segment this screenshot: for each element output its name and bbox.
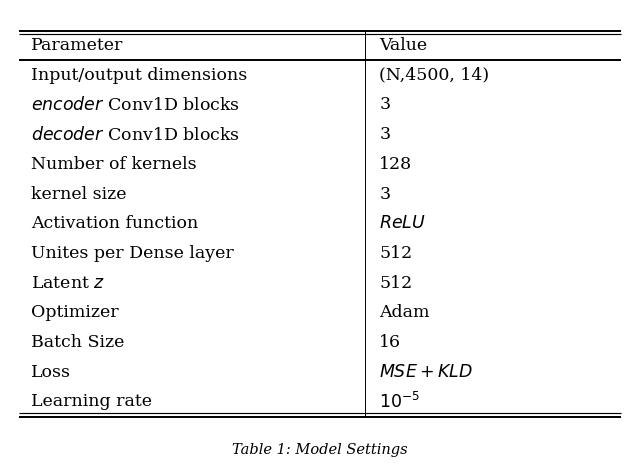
Text: $\mathit{encoder}$ Conv1D blocks: $\mathit{encoder}$ Conv1D blocks [31, 96, 240, 114]
Text: Unites per Dense layer: Unites per Dense layer [31, 245, 234, 262]
Text: 512: 512 [380, 275, 412, 292]
Text: Batch Size: Batch Size [31, 334, 124, 351]
Text: 128: 128 [380, 156, 412, 173]
Text: 3: 3 [380, 126, 390, 143]
Text: Value: Value [380, 37, 428, 54]
Text: 16: 16 [380, 334, 401, 351]
Text: Number of kernels: Number of kernels [31, 156, 196, 173]
Text: 3: 3 [380, 186, 390, 203]
Text: Optimizer: Optimizer [31, 304, 118, 321]
Text: kernel size: kernel size [31, 186, 126, 203]
Text: $\mathit{MSE} + \mathit{KLD}$: $\mathit{MSE} + \mathit{KLD}$ [380, 364, 473, 381]
Text: Adam: Adam [380, 304, 429, 321]
Text: Parameter: Parameter [31, 37, 123, 54]
Text: 512: 512 [380, 245, 412, 262]
Text: Learning rate: Learning rate [31, 393, 152, 411]
Text: $\mathit{ReLU}$: $\mathit{ReLU}$ [380, 215, 426, 232]
Text: Table 1: Model Settings: Table 1: Model Settings [232, 443, 408, 457]
Text: (N,4500, 14): (N,4500, 14) [380, 67, 490, 84]
Text: $\mathit{decoder}$ Conv1D blocks: $\mathit{decoder}$ Conv1D blocks [31, 126, 240, 144]
Text: Activation function: Activation function [31, 215, 198, 232]
Text: Loss: Loss [31, 364, 70, 381]
Text: 3: 3 [380, 97, 390, 114]
Text: Input/output dimensions: Input/output dimensions [31, 67, 247, 84]
Text: $10^{-5}$: $10^{-5}$ [380, 392, 420, 412]
Text: Latent $z$: Latent $z$ [31, 275, 105, 292]
